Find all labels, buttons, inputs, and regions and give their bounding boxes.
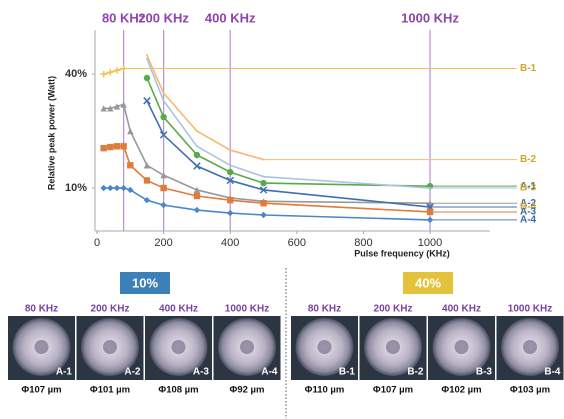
point bbox=[163, 100, 165, 102]
point bbox=[229, 164, 231, 166]
y-axis-title: Relative peak power (Watt) bbox=[46, 76, 56, 190]
point bbox=[194, 207, 200, 213]
micrograph-core bbox=[103, 340, 117, 354]
point bbox=[146, 58, 148, 60]
point bbox=[107, 144, 113, 150]
point bbox=[263, 176, 265, 178]
sample-tag: B-3 bbox=[476, 367, 493, 378]
spot-size: Φ110 µm bbox=[305, 385, 345, 396]
spot-size: Φ92 µm bbox=[230, 385, 265, 396]
sample-tag: B-2 bbox=[407, 367, 424, 378]
badge-label: 40% bbox=[415, 275, 441, 290]
micrograph-core bbox=[455, 340, 469, 354]
x-axis-title: Pulse frequency (KHz) bbox=[354, 248, 450, 258]
sample-tag: B-4 bbox=[544, 367, 561, 378]
point bbox=[196, 130, 198, 132]
point bbox=[107, 185, 113, 191]
frequency-label: 200 KHz bbox=[374, 304, 413, 315]
point bbox=[114, 185, 120, 191]
point bbox=[144, 98, 150, 104]
point bbox=[127, 162, 133, 168]
point bbox=[194, 152, 200, 158]
point bbox=[260, 180, 266, 186]
point bbox=[227, 169, 233, 175]
point bbox=[120, 185, 126, 191]
frequency-marker-label: 1000 KHz bbox=[401, 10, 459, 25]
y-tick-label: 40% bbox=[65, 68, 87, 80]
point bbox=[100, 145, 106, 151]
series-line bbox=[104, 105, 430, 204]
point bbox=[120, 143, 126, 149]
frequency-marker-label: 200 KHz bbox=[138, 10, 189, 25]
badge-label: 10% bbox=[132, 275, 158, 290]
micrograph-core bbox=[35, 340, 49, 354]
point bbox=[260, 212, 266, 218]
point bbox=[227, 197, 233, 203]
point bbox=[114, 143, 120, 149]
point bbox=[127, 128, 133, 134]
series-label: B-3 bbox=[520, 183, 537, 194]
series-line bbox=[147, 78, 430, 186]
point bbox=[194, 163, 200, 169]
x-tick-label: 200 bbox=[154, 237, 172, 249]
sample-tag: A-2 bbox=[124, 367, 141, 378]
point bbox=[100, 71, 106, 77]
series-label: A-4 bbox=[520, 215, 537, 226]
spot-size: Φ103 µm bbox=[510, 385, 550, 396]
x-tick-label: 1000 bbox=[418, 237, 442, 249]
figure: Relative peak power (Watt) Pulse frequen… bbox=[0, 0, 564, 419]
point bbox=[100, 185, 106, 191]
micrograph-core bbox=[240, 340, 254, 354]
point bbox=[194, 193, 200, 199]
spot-size: Φ108 µm bbox=[158, 385, 198, 396]
frequency-label: 400 KHz bbox=[442, 304, 481, 315]
frequency-label: 200 KHz bbox=[91, 304, 130, 315]
point bbox=[107, 69, 113, 75]
series-line bbox=[104, 68, 124, 74]
point bbox=[144, 162, 150, 168]
micrograph-core bbox=[523, 340, 537, 354]
point bbox=[227, 210, 233, 216]
frequency-label: 80 KHz bbox=[25, 304, 58, 315]
sample-tag: A-3 bbox=[193, 367, 210, 378]
point bbox=[160, 202, 166, 208]
frequency-label: 1000 KHz bbox=[508, 304, 552, 315]
point bbox=[146, 54, 148, 56]
micrograph-core bbox=[386, 340, 400, 354]
spot-size: Φ107 µm bbox=[373, 385, 413, 396]
sample-tag: B-1 bbox=[339, 367, 356, 378]
x-tick-label: 0 bbox=[94, 237, 100, 249]
point bbox=[163, 92, 165, 94]
frequency-label: 80 KHz bbox=[308, 304, 341, 315]
series-label: B-2 bbox=[520, 154, 537, 165]
point bbox=[196, 145, 198, 147]
point bbox=[144, 75, 150, 81]
x-tick-label: 400 bbox=[221, 237, 239, 249]
point bbox=[160, 185, 166, 191]
series-line bbox=[147, 101, 430, 207]
x-tick-label: 600 bbox=[288, 237, 306, 249]
spot-size: Φ102 µm bbox=[441, 385, 481, 396]
series-label: B-1 bbox=[520, 63, 537, 74]
y-tick-label: 10% bbox=[65, 182, 87, 194]
point bbox=[160, 114, 166, 120]
frequency-label: 400 KHz bbox=[159, 304, 198, 315]
frequency-label: 1000 KHz bbox=[225, 304, 269, 315]
spot-size: Φ101 µm bbox=[90, 385, 130, 396]
point bbox=[229, 149, 231, 151]
micrograph-core bbox=[172, 340, 186, 354]
series-line bbox=[147, 55, 264, 159]
sample-tag: A-1 bbox=[56, 367, 73, 378]
point bbox=[114, 67, 120, 73]
spot-size: Φ107 µm bbox=[21, 385, 61, 396]
frequency-marker-label: 400 KHz bbox=[205, 10, 256, 25]
x-tick-label: 800 bbox=[354, 237, 372, 249]
point bbox=[260, 200, 266, 206]
point bbox=[144, 177, 150, 183]
micrograph-core bbox=[318, 340, 332, 354]
sample-tag: A-4 bbox=[261, 367, 278, 378]
